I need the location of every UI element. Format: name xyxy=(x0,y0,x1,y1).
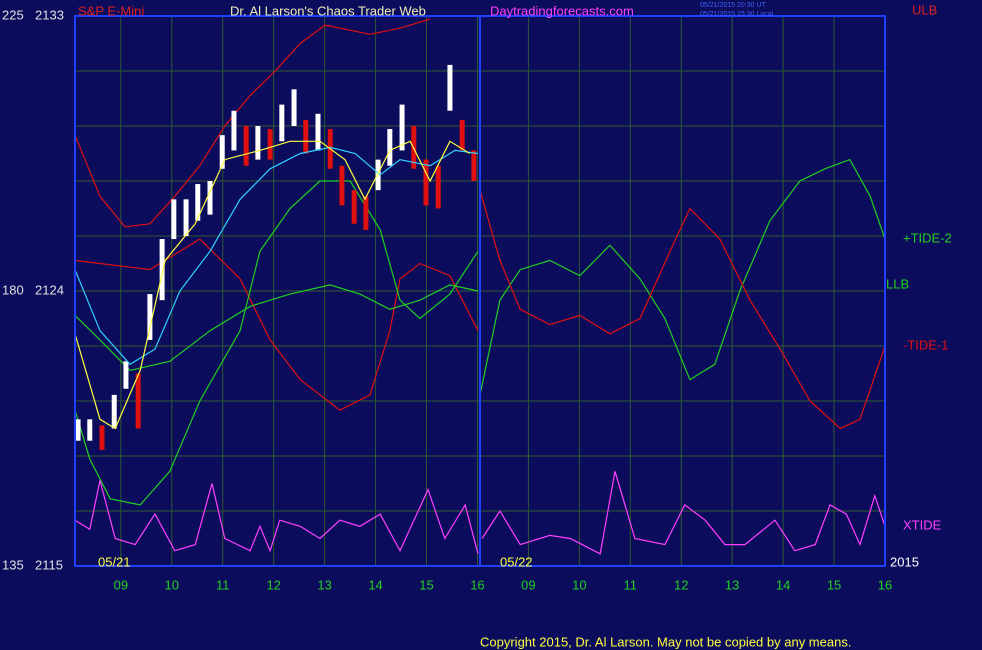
y-tick-label: 2133 xyxy=(35,7,64,22)
price-bar xyxy=(207,181,213,215)
price-bar xyxy=(99,425,105,450)
series-line xyxy=(74,238,479,411)
price-bar xyxy=(435,165,441,209)
price-bar xyxy=(195,184,201,221)
series-line xyxy=(74,471,886,555)
price-bar xyxy=(363,196,369,230)
y2-tick-label: 225 xyxy=(2,7,24,22)
price-bar xyxy=(243,126,249,166)
price-bar xyxy=(87,419,93,441)
price-bar xyxy=(291,89,297,126)
price-bar xyxy=(219,135,225,169)
x-tick-label: 09 xyxy=(114,577,128,592)
date-label: 05/21 xyxy=(98,554,131,569)
x-tick-label: 13 xyxy=(317,577,331,592)
price-bar xyxy=(171,199,177,240)
price-bar xyxy=(255,126,261,160)
price-bar xyxy=(399,104,405,151)
x-tick-label: 16 xyxy=(878,577,892,592)
copyright: Copyright 2015, Dr. Al Larson. May not b… xyxy=(480,634,851,649)
y2-tick-label: 135 xyxy=(2,557,24,572)
year-label: 2015 xyxy=(890,554,919,569)
price-bar xyxy=(447,64,453,111)
x-tick-label: 12 xyxy=(674,577,688,592)
chart-title: Dr. Al Larson's Chaos Trader Web xyxy=(230,3,426,18)
series-line xyxy=(74,140,471,430)
marks xyxy=(74,18,886,555)
price-bar xyxy=(111,394,117,429)
x-tick-label: 10 xyxy=(165,577,179,592)
timestamp: 05/21/2015 20:30 UT xyxy=(700,2,766,9)
timestamp: 05/21/2015 15:30 Local xyxy=(700,11,774,18)
price-bar xyxy=(387,129,393,166)
price-bar xyxy=(267,129,273,160)
price-bar xyxy=(315,113,321,151)
x-tick-label: 14 xyxy=(368,577,382,592)
y2-tick-label: 180 xyxy=(2,282,24,297)
annotation: LLB xyxy=(886,276,909,291)
x-tick-label: 15 xyxy=(827,577,841,592)
x-tick-label: 14 xyxy=(776,577,790,592)
x-tick-label: 12 xyxy=(266,577,280,592)
price-bar xyxy=(231,110,237,151)
price-bar xyxy=(303,119,309,154)
price-bar xyxy=(123,361,129,389)
y-tick-label: 2124 xyxy=(35,282,64,297)
price-bar xyxy=(279,104,285,142)
price-bar xyxy=(471,150,477,181)
x-tick-label: 11 xyxy=(216,577,230,592)
x-tick-label: 15 xyxy=(419,577,433,592)
series-line xyxy=(479,190,886,430)
price-bar xyxy=(135,373,141,429)
x-tick-label: 11 xyxy=(624,577,638,592)
price-bar xyxy=(339,165,345,206)
price-bar xyxy=(183,199,189,236)
series-label: XTIDE xyxy=(903,518,942,533)
series-line xyxy=(74,146,479,366)
series-line xyxy=(74,180,479,506)
x-tick-label: 09 xyxy=(521,577,535,592)
x-tick-label: 10 xyxy=(572,577,586,592)
series-line xyxy=(74,18,431,228)
instrument: S&P E-Mini xyxy=(78,3,144,18)
y-tick-label: 2115 xyxy=(35,557,63,572)
price-bar xyxy=(75,419,81,441)
website: Daytradingforecasts.com xyxy=(490,3,634,18)
x-tick-label: 16 xyxy=(470,577,484,592)
annotation: ULB xyxy=(912,2,937,17)
series-label: -TIDE-1 xyxy=(903,337,949,352)
price-bar xyxy=(375,159,381,191)
price-bar xyxy=(159,239,165,301)
price-bar xyxy=(459,119,465,151)
price-bar xyxy=(423,159,429,206)
series-label: +TIDE-2 xyxy=(903,230,952,245)
series-line xyxy=(479,158,886,396)
price-bar xyxy=(351,190,357,224)
price-bar xyxy=(147,294,153,340)
date-label: 05/22 xyxy=(500,554,533,569)
x-tick-label: 13 xyxy=(725,577,739,592)
series-line xyxy=(74,284,479,372)
